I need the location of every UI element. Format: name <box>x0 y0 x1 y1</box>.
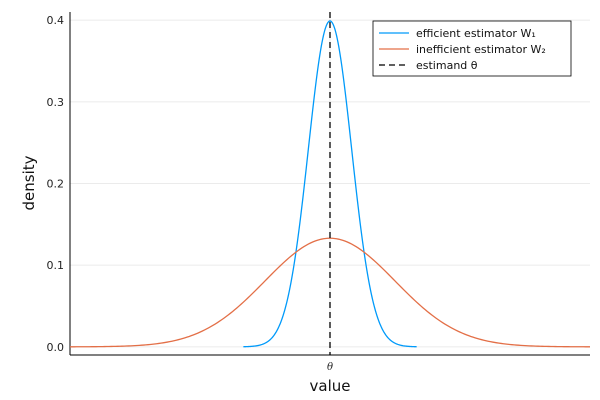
y-tick-label: 0.1 <box>47 259 65 272</box>
series-layer <box>69 12 591 355</box>
legend-label: estimand θ <box>416 59 478 72</box>
x-axis-title: value <box>310 377 351 395</box>
legend: efficient estimator W₁ inefficient estima… <box>372 20 572 77</box>
series-line-2 <box>69 237 591 348</box>
y-axis-title: density <box>20 155 38 210</box>
y-tick-label: 0.3 <box>47 96 65 109</box>
legend-label: efficient estimator W₁ <box>416 27 536 40</box>
series-line-1 <box>243 20 417 348</box>
y-tick-label: 0.2 <box>47 178 65 191</box>
legend-label: inefficient estimator W₂ <box>416 43 546 56</box>
x-tick-label: θ <box>327 362 333 373</box>
tick-layer: 0.0 0.1 0.2 0.3 0.4 θ <box>47 14 334 373</box>
y-tick-label: 0.4 <box>47 14 65 27</box>
y-tick-label: 0.0 <box>47 341 65 354</box>
